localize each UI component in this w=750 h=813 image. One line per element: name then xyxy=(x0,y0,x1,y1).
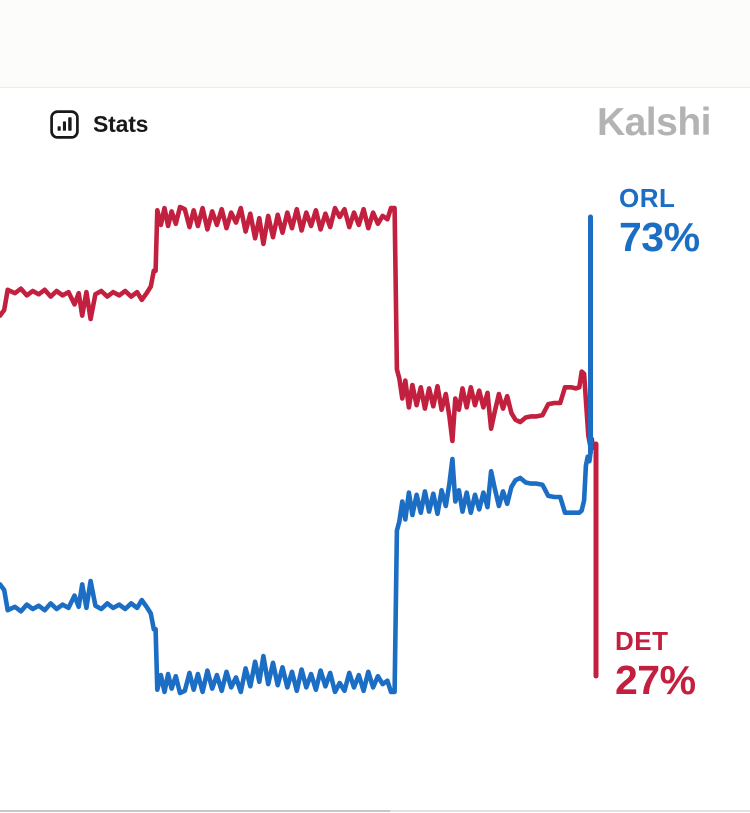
stats-header: Stats xyxy=(50,110,148,139)
kalshi-logo: Kalshi xyxy=(596,101,712,144)
orl-team-code: ORL xyxy=(619,183,676,213)
bar-chart-icon xyxy=(50,110,79,139)
series-line-orl xyxy=(0,449,593,696)
series-line-det xyxy=(0,204,596,451)
det-current-probability: 27% xyxy=(615,657,696,703)
orl-value-label: ORL 73% xyxy=(619,184,700,258)
stats-title: Stats xyxy=(93,111,149,137)
bottom-divider xyxy=(0,810,750,812)
det-value-label: DET 27% xyxy=(615,627,696,701)
top-divider xyxy=(0,0,750,88)
orl-current-probability: 73% xyxy=(619,214,700,260)
det-team-code: DET xyxy=(615,626,669,656)
